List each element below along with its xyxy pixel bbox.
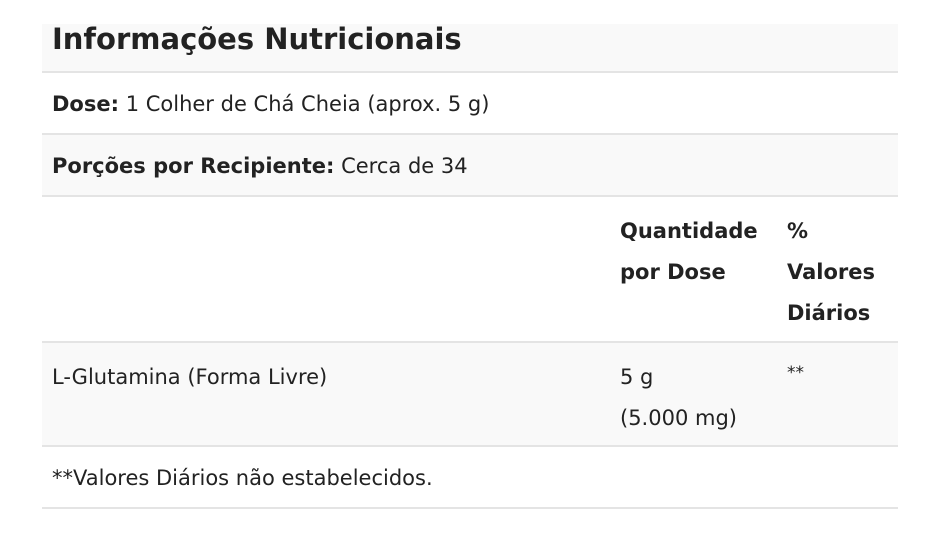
dv-header-line: % [787,219,809,243]
table-row: L-Glutamina (Forma Livre) 5 g (5.000 mg) … [42,343,898,447]
dose-value: 1 Colher de Chá Cheia (aprox. 5 g) [125,92,490,116]
column-header-row: Quantidade por Dose % Valores Diários [42,197,898,343]
ingredient-amount: 5 g (5.000 mg) [620,357,737,439]
amount-header-line: por Dose [620,260,726,284]
servings-value: Cerca de 34 [341,154,468,178]
dose-row: Dose: 1 Colher de Chá Cheia (aprox. 5 g) [42,73,898,135]
ingredient-name: L-Glutamina (Forma Livre) [52,365,328,389]
dv-header-line: Valores [787,260,875,284]
footnote: **Valores Diários não estabelecidos. [42,447,898,509]
dv-header-line: Diários [787,301,871,325]
amount-line: 5 g [620,365,654,389]
amount-line: (5.000 mg) [620,406,737,430]
dv-header: % Valores Diários [787,211,875,334]
ingredient-dv: ** [787,363,804,383]
nutrition-table: Informações Nutricionais Dose: 1 Colher … [42,24,898,509]
servings-label: Porções por Recipiente: [52,154,335,178]
amount-header: Quantidade por Dose [620,211,758,293]
amount-header-line: Quantidade [620,219,758,243]
dose-label: Dose: [52,92,119,116]
table-title: Informações Nutricionais [42,24,898,73]
servings-row: Porções por Recipiente: Cerca de 34 [42,135,898,197]
